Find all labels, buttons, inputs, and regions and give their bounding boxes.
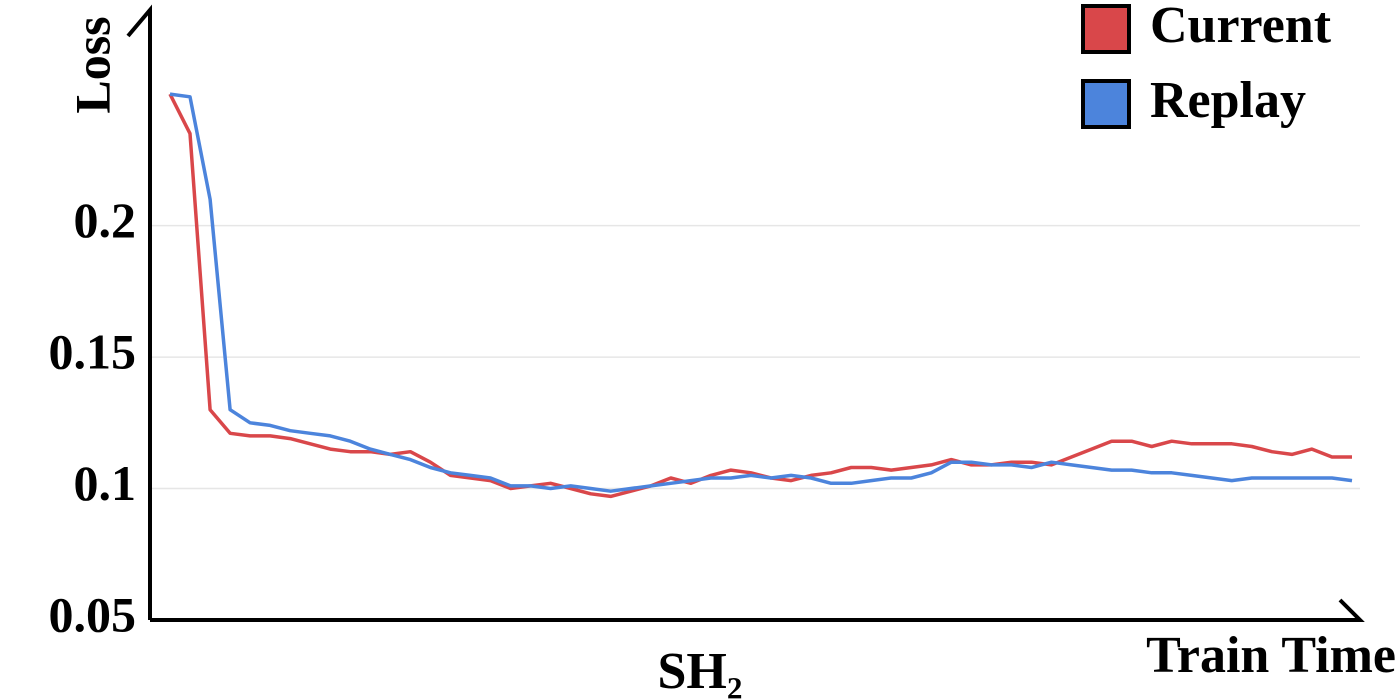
- grid: [150, 224, 1360, 621]
- series-line: [168, 93, 1352, 499]
- axes: [126, 4, 1365, 622]
- legend-swatch: [1081, 79, 1131, 129]
- y-axis-label: Loss: [64, 16, 120, 113]
- legend-swatch: [1081, 4, 1131, 54]
- y-tick-label: 0.05: [49, 586, 137, 642]
- y-tick-label: 0.1: [74, 455, 137, 511]
- legend-label: Current: [1150, 0, 1332, 54]
- chart-title: SH₂: [658, 643, 743, 700]
- legend: Current Replay: [1081, 0, 1332, 129]
- x-axis-label: Train Time: [1146, 627, 1396, 684]
- plot-lines: [168, 92, 1353, 499]
- y-tick-label: 0.15: [49, 324, 137, 380]
- series-line: [169, 92, 1353, 493]
- y-tick-label: 0.2: [74, 192, 137, 248]
- legend-label: Replay: [1150, 72, 1306, 129]
